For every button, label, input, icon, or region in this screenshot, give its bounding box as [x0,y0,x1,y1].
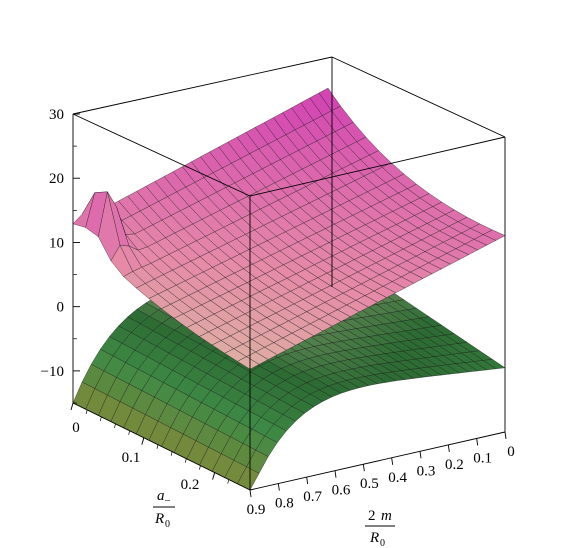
m-tick-mark [504,431,507,440]
z-tick-label: 0 [57,300,65,316]
m-tick-label: 0.3 [417,463,436,479]
z-tick-label: 30 [49,107,64,123]
a-minor-tick [114,423,116,428]
z-tick-label: 10 [49,235,64,251]
upper-sheet [72,87,506,370]
a-minor-tick [128,430,130,435]
m-label-var: m [381,508,392,524]
m-tick-mark [306,477,309,485]
surface-layer [72,87,506,491]
m-tick-mark [476,438,479,446]
box-edge [72,56,333,115]
m-tick-label: 0.1 [473,450,492,466]
box-edge [72,402,251,491]
box-edge [249,431,506,491]
z-tick-label: −10 [41,364,64,380]
a-tick-label: 0.1 [122,450,141,466]
a-minor-tick [85,409,88,415]
m-tick-mark [249,489,252,498]
z-tick-label: 20 [49,171,64,187]
a-minor-tick [199,465,201,470]
a-tick-mark [70,402,74,411]
m-tick-label: 0.7 [303,489,322,505]
m-tick-label: 0 [507,444,515,460]
a-label-num: a [157,488,165,504]
box-edge [72,113,251,197]
m-tick-label: 0.6 [332,483,351,499]
a-tick-label: 0.2 [181,477,200,493]
m-tick-mark [391,457,394,465]
m-tick-mark [419,451,422,459]
m-label-coef: 2 [368,508,376,524]
a-minor-tick [170,451,173,456]
a-minor-tick [142,437,145,442]
m-tick-mark [334,470,337,478]
axis-label-layer: a –R 02 mR 0 [153,488,395,548]
m-tick-label: 0.2 [445,457,464,473]
m-label-den-sub: 0 [380,538,385,548]
box-edge [331,56,506,138]
m-tick-label: 0.5 [360,476,379,492]
bounding-box [72,56,506,491]
a-label-num-sub: – [164,495,171,506]
tick-layer: 30 20 10 0 −10 0 0.1 0.2 0.9 0.8 0.7 0.6 0.5 0.4 0.3 0.… [41,107,515,518]
a-label-den-sub: 0 [165,519,170,530]
m-label-den: R [369,530,379,546]
a-minor-tick [227,479,230,484]
a-minor-tick [213,472,215,477]
m-tick-label: 0.8 [275,496,294,512]
m-tick-mark [447,444,450,452]
a-label-den: R [154,511,164,527]
m-tick-mark [362,464,365,472]
m-axis-label: 2 mR 0 [365,508,395,548]
a-tick-label: 0 [72,420,80,436]
box-edge [249,136,506,197]
m-tick-mark [277,483,280,491]
a-axis-label: a –R 0 [153,488,175,530]
a-minor-tick [184,458,187,463]
m-tick-label: 0.4 [388,470,407,486]
m-tick-label: 0.9 [247,502,266,518]
a-minor-tick [156,444,159,449]
a-minor-tick [99,416,102,422]
